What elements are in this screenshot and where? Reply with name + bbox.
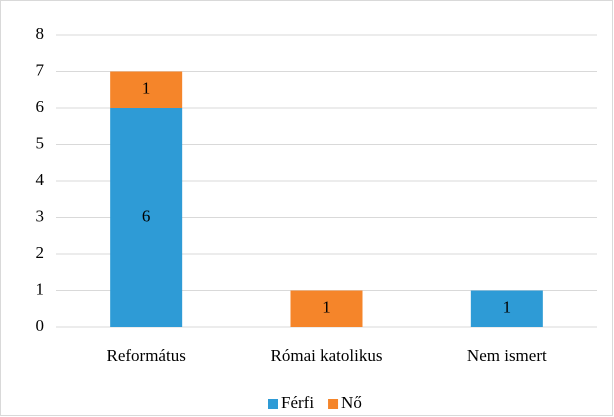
bar-segment (110, 108, 183, 327)
y-tick-label: 8 (36, 24, 45, 43)
y-tick-label: 5 (36, 133, 45, 152)
legend-label: Nő (341, 393, 362, 412)
bar-segment (290, 290, 363, 327)
y-tick-label: 1 (36, 279, 45, 298)
y-tick-label: 7 (36, 60, 45, 79)
y-tick-label: 3 (36, 206, 45, 225)
x-tick-label: Református (107, 346, 186, 365)
y-tick-label: 6 (36, 97, 45, 116)
data-label: 1 (503, 298, 512, 317)
legend-label: Férfi (281, 393, 314, 412)
data-label: 1 (142, 79, 151, 98)
y-tick-label: 0 (36, 316, 45, 335)
y-tick-label: 2 (36, 243, 45, 262)
bar-segment (470, 290, 543, 327)
x-tick-label: Nem ismert (467, 346, 547, 365)
legend-swatch (268, 399, 278, 409)
data-label: 1 (322, 298, 331, 317)
bar-segment (110, 71, 183, 108)
legend-swatch (328, 399, 339, 409)
y-tick-label: 4 (36, 170, 45, 189)
x-tick-label: Római katolikus (271, 346, 383, 365)
data-label: 6 (142, 206, 151, 225)
